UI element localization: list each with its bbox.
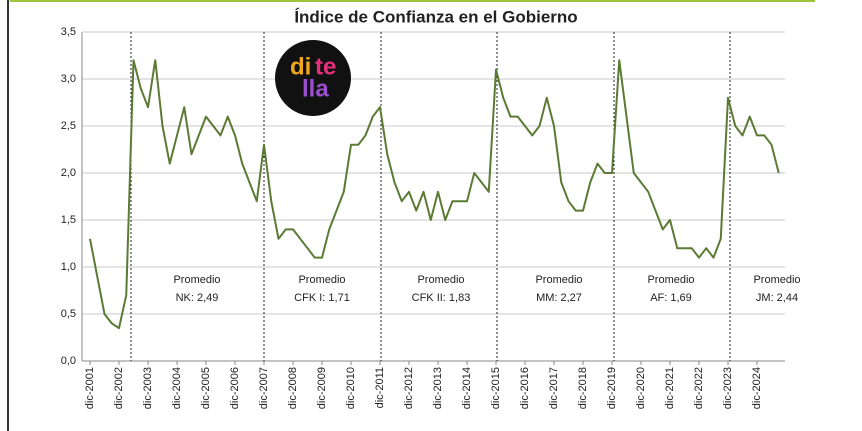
y-tick-label: 2,0 xyxy=(61,167,76,179)
logo: di te lla xyxy=(275,40,351,116)
x-tick-label: dic-2008 xyxy=(287,367,299,409)
x-tick-label: dic-2014 xyxy=(461,367,473,409)
chart-title: Índice de Confianza en el Gobierno xyxy=(294,7,577,26)
x-tick-label: dic-2011 xyxy=(374,367,386,408)
logo-text: te xyxy=(315,53,336,80)
annotation: JM: 2,44 xyxy=(756,292,798,304)
x-tick-label: dic-2010 xyxy=(345,367,357,409)
logo-circle xyxy=(275,40,351,116)
x-tick-label: dic-2023 xyxy=(722,367,734,409)
annotation: MM: 2,27 xyxy=(536,292,582,304)
x-tick-label: dic-2007 xyxy=(258,367,270,409)
x-tick-label: dic-2021 xyxy=(664,367,676,409)
x-tick-label: dic-2013 xyxy=(432,367,444,409)
x-tick-label: dic-2002 xyxy=(113,367,125,409)
x-tick-label: dic-2005 xyxy=(200,367,212,409)
y-tick-label: 3,0 xyxy=(61,73,76,85)
annotation: Promedio xyxy=(535,274,582,286)
y-tick-label: 2,5 xyxy=(61,120,76,132)
x-tick-label: dic-2012 xyxy=(403,367,415,409)
annotation: NK: 2,49 xyxy=(176,292,219,304)
y-tick-label: 1,0 xyxy=(61,261,76,273)
logo-text: di xyxy=(290,53,311,80)
x-tick-label: dic-2003 xyxy=(142,367,154,409)
annotation: CFK I: 1,71 xyxy=(294,292,350,304)
x-tick-label: dic-2015 xyxy=(490,367,502,409)
annotation: CFK II: 1,83 xyxy=(412,292,471,304)
x-tick-label: dic-2017 xyxy=(548,367,560,409)
x-tick-label: dic-2018 xyxy=(577,367,589,409)
y-tick-label: 0,0 xyxy=(61,355,76,367)
y-tick-label: 3,5 xyxy=(61,26,76,38)
annotation: Promedio xyxy=(753,274,800,286)
annotation: Promedio xyxy=(173,274,220,286)
logo-text: lla xyxy=(302,75,329,102)
annotation: AF: 1,69 xyxy=(650,292,692,304)
x-tick-label: dic-2001 xyxy=(84,367,96,409)
x-tick-label: dic-2019 xyxy=(606,367,618,409)
y-tick-label: 1,5 xyxy=(61,214,76,226)
annotation: Promedio xyxy=(298,274,345,286)
annotation: Promedio xyxy=(417,274,464,286)
annotation: Promedio xyxy=(647,274,694,286)
x-tick-label: dic-2004 xyxy=(171,367,183,409)
x-tick-label: dic-2006 xyxy=(229,367,241,409)
data-line xyxy=(89,59,780,330)
x-tick-label: dic-2022 xyxy=(693,367,705,409)
x-tick-label: dic-2009 xyxy=(316,367,328,409)
x-tick-label: dic-2020 xyxy=(635,367,647,409)
x-tick-label: dic-2016 xyxy=(519,367,531,409)
y-tick-label: 0,5 xyxy=(61,308,76,320)
x-tick-label: dic-2024 xyxy=(751,367,763,409)
